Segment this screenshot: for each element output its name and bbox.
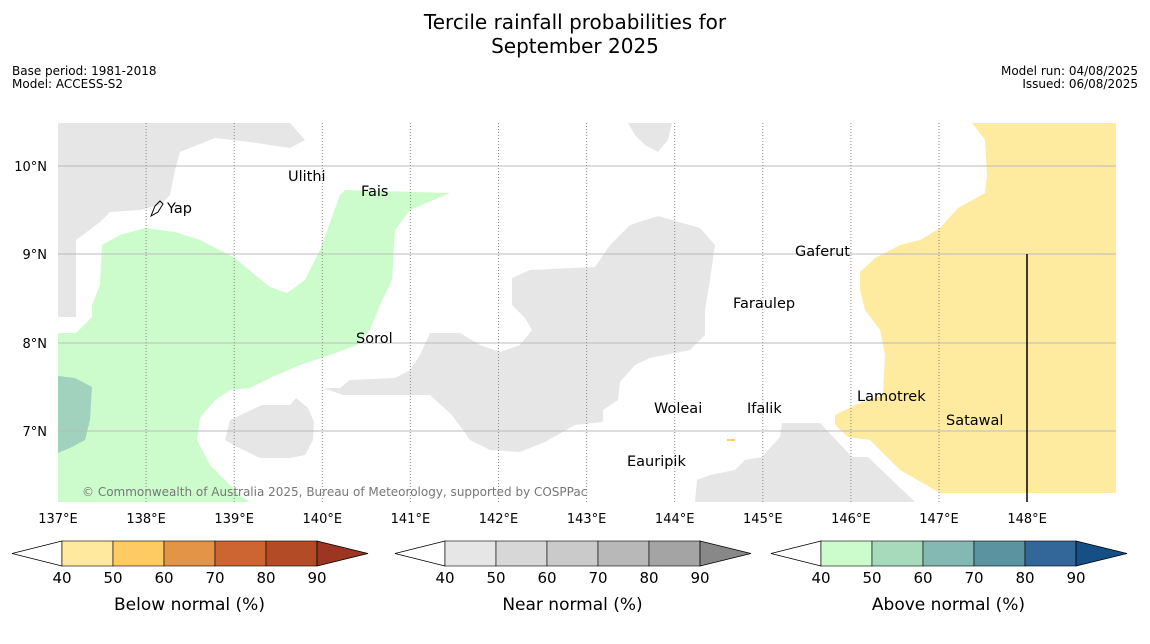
colorbar-1: 40 50 60 70 80 90 Below normal (%): [11, 540, 369, 615]
colorbar-over-arrow: [1075, 540, 1128, 567]
map-title: Tercile rainfall probabilities for Septe…: [0, 10, 1150, 58]
graticule: [58, 123, 1116, 502]
colorbar-segment: [112, 540, 165, 567]
colorbar-title: Near normal (%): [502, 595, 642, 615]
place-label-sorol: Sorol: [356, 331, 393, 347]
colorbar-tick-label: 40: [52, 569, 71, 587]
colorbar-under-arrow: [394, 540, 446, 567]
colorbar-tick-label: 80: [1015, 569, 1034, 587]
latitude-label: 10°N: [14, 160, 47, 175]
colorbar-segment: [163, 540, 216, 567]
colorbar-tick-label: 90: [690, 569, 709, 587]
colorbar-tick-label: 80: [639, 569, 658, 587]
colorbar-tick-label: 60: [537, 569, 556, 587]
longitude-label: 143°E: [567, 512, 607, 527]
colorbar-segment: [922, 540, 975, 567]
colorbar-tick-label: 60: [154, 569, 173, 587]
yap-island-outline: [150, 200, 164, 218]
above-normal-region: [58, 190, 450, 502]
colorbar-segment: [820, 540, 873, 567]
place-label-ulithi: Ulithi: [288, 169, 326, 185]
colorbar-tick-label: 60: [913, 569, 932, 587]
colorbar-tick-label: 70: [964, 569, 983, 587]
colorbar-segment: [648, 540, 701, 567]
near-normal-region: [628, 123, 672, 152]
latitude-label: 9°N: [23, 248, 48, 263]
longitude-label: 144°E: [655, 512, 695, 527]
place-label-satawal: Satawal: [946, 413, 1003, 429]
latitude-label: 7°N: [23, 425, 48, 440]
longitude-label: 147°E: [919, 512, 959, 527]
model-name: Model: ACCESS-S2: [12, 77, 124, 91]
colorbar-title: Below normal (%): [114, 595, 265, 615]
issued-date: Issued: 06/08/2025: [1022, 77, 1138, 91]
colorbar-2: 40 50 60 70 80 90 Near normal (%): [394, 540, 752, 615]
colorbar-tick-label: 70: [588, 569, 607, 587]
longitude-label: 140°E: [303, 512, 343, 527]
above-normal-region-50: [58, 376, 92, 453]
place-label-gaferut: Gaferut: [795, 244, 850, 260]
colorbar-segment: [444, 540, 497, 567]
longitude-label: 146°E: [831, 512, 871, 527]
longitude-label: 137°E: [38, 512, 78, 527]
colorbar-3: 40 50 60 70 80 90 Above normal (%): [770, 540, 1128, 615]
map-area: Ulithi Fais Yap Gaferut Faraulep Sorol Lamotre…: [58, 123, 1116, 502]
colorbar-segment: [265, 540, 318, 567]
colorbar-over-arrow: [316, 540, 369, 567]
below-normal-region: [835, 123, 1116, 493]
colorbar-under-arrow: [770, 540, 822, 567]
colorbar-tick-label: 40: [811, 569, 830, 587]
colorbar-segment: [597, 540, 650, 567]
longitude-label: 148°E: [1007, 512, 1047, 527]
colorbar-tick-label: 50: [486, 569, 505, 587]
colorbar-tick-label: 70: [205, 569, 224, 587]
copyright-text: © Commonwealth of Australia 2025, Bureau…: [82, 485, 587, 499]
colorbar-segment: [871, 540, 924, 567]
colorbar-tick-label: 40: [435, 569, 454, 587]
longitude-label: 142°E: [479, 512, 519, 527]
colorbar-tick-label: 80: [256, 569, 275, 587]
latitude-label: 8°N: [23, 337, 48, 352]
place-label-faraulep: Faraulep: [733, 296, 795, 312]
place-label-woleai: Woleai: [654, 401, 702, 417]
meta-left: Base period: 1981-2018 Model: ACCESS-S2: [12, 65, 157, 91]
model-run: Model run: 04/08/2025: [1000, 64, 1138, 78]
longitude-label: 141°E: [391, 512, 431, 527]
axis-labels: 10°N 9°N 8°N 7°N 137°E 138°E 139°E 140°E 141°E 14…: [14, 160, 1047, 527]
place-label-fais: Fais: [361, 184, 388, 200]
colorbar-under-arrow: [11, 540, 63, 567]
near-normal-region: [323, 216, 715, 452]
colorbar-segment: [61, 540, 114, 567]
meta-right: Model run: 04/08/2025 Issued: 06/08/2025: [1001, 65, 1138, 91]
title-line-2: September 2025: [491, 34, 659, 58]
place-label-eauripik: Eauripik: [627, 454, 686, 470]
longitude-label: 139°E: [214, 512, 254, 527]
colorbar-title: Above normal (%): [872, 595, 1025, 615]
colorbar-segment: [1024, 540, 1077, 567]
colorbar-over-arrow: [699, 540, 752, 567]
near-normal-region: [58, 123, 305, 317]
longitude-label: 138°E: [126, 512, 166, 527]
longitude-label: 145°E: [743, 512, 783, 527]
colorbars: 40 50 60 70 80 90 Below normal (%) 40 50 60 70 80 90…: [11, 540, 1128, 615]
place-labels: Ulithi Fais Yap Gaferut Faraulep Sorol Lamotre…: [166, 169, 1003, 470]
colorbar-segment: [495, 540, 548, 567]
colorbar-segment: [214, 540, 267, 567]
colorbar-tick-label: 90: [307, 569, 326, 587]
colorbar-tick-label: 50: [862, 569, 881, 587]
colorbar-tick-label: 50: [103, 569, 122, 587]
near-normal-region: [225, 398, 314, 458]
colorbar-segment: [973, 540, 1026, 567]
place-label-lamotrek: Lamotrek: [857, 389, 926, 405]
near-normal-region: [695, 423, 915, 502]
place-label-ifalik: Ifalik: [747, 401, 782, 417]
colorbar-tick-label: 90: [1066, 569, 1085, 587]
place-label-yap: Yap: [166, 201, 192, 217]
title-line-1: Tercile rainfall probabilities for: [423, 10, 727, 34]
colorbar-segment: [546, 540, 599, 567]
base-period: Base period: 1981-2018: [12, 64, 157, 78]
